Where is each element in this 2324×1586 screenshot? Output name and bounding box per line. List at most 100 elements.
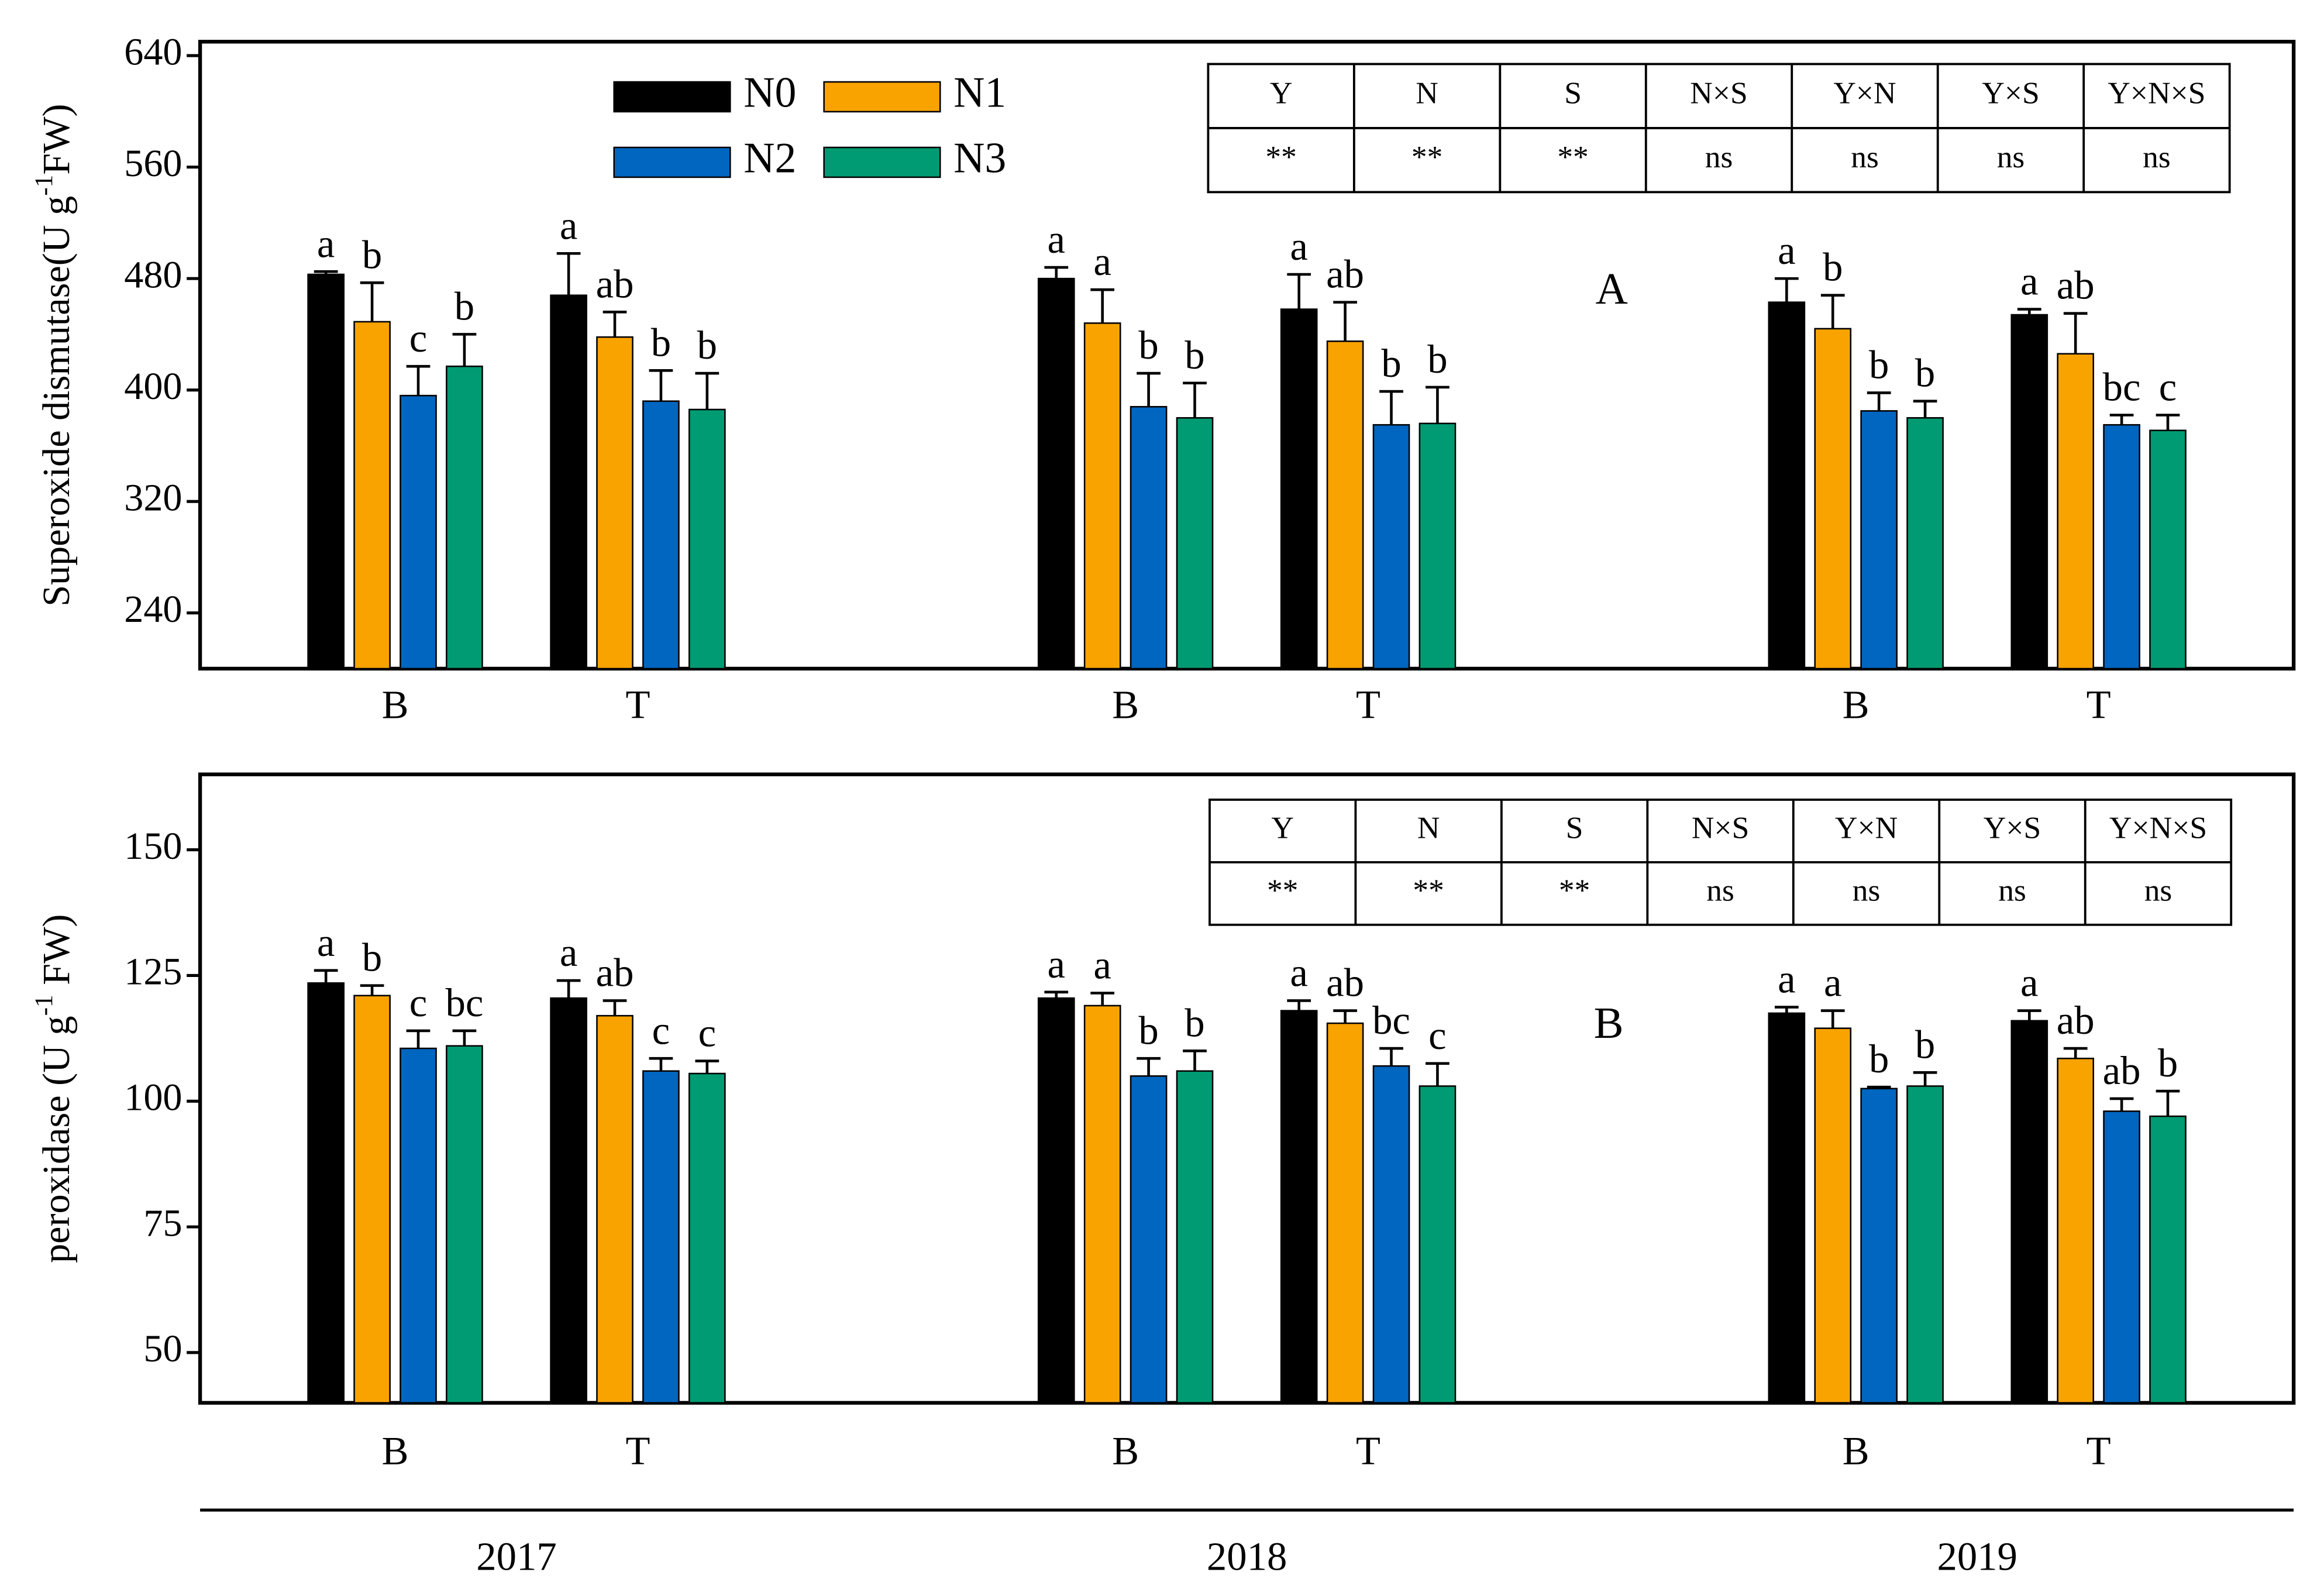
bar <box>1860 410 1898 670</box>
table-header: Y×N×S <box>2109 810 2207 845</box>
table-header: Y×N <box>1833 75 1896 110</box>
significance-letter: a <box>1290 224 1308 269</box>
significance-letter: b <box>1869 1037 1889 1081</box>
legend-label: N2 <box>743 133 796 181</box>
significance-letter: a <box>2020 259 2039 304</box>
significance-letter: a <box>1093 943 1111 988</box>
y-tick-label: 480 <box>124 253 182 296</box>
bar <box>353 321 391 670</box>
bar <box>1037 277 1075 670</box>
significance-letter: ab <box>2057 998 2095 1043</box>
table-cell: ** <box>1267 873 1298 908</box>
bar <box>1130 405 1168 670</box>
table-cell: ** <box>1559 873 1590 908</box>
significance-letter: a <box>2020 961 2039 1005</box>
significance-letter: c <box>698 1011 717 1055</box>
legend-label: N0 <box>743 68 796 116</box>
table-cell: ns <box>2144 873 2172 908</box>
significance-letter: ab <box>1326 961 1364 1005</box>
table-cell: ns <box>1997 139 2025 174</box>
significance-letter: ab <box>2057 263 2095 308</box>
bar <box>446 365 483 670</box>
table-header: Y×S <box>1984 810 2041 845</box>
x-tick-label: T <box>2087 1429 2111 1473</box>
table-cell: ns <box>1705 139 1733 174</box>
significance-letter: bc <box>445 981 483 1025</box>
legend-swatch <box>613 146 731 178</box>
panel-label: B <box>1594 998 1624 1048</box>
significance-letter: a <box>1048 217 1066 262</box>
significance-letter: a <box>317 920 335 965</box>
bar <box>1906 1085 1944 1404</box>
bar <box>307 982 345 1404</box>
table-header: S <box>1566 810 1583 845</box>
significance-letter: ab <box>596 950 634 995</box>
significance-letter: bc <box>2103 365 2141 410</box>
significance-letter: bc <box>1372 998 1410 1043</box>
bar <box>1326 340 1364 670</box>
bar <box>550 997 587 1404</box>
significance-letter: ab <box>596 262 634 306</box>
bar <box>596 1014 633 1404</box>
table-header: Y <box>1271 810 1294 845</box>
table-cell: ns <box>1851 139 1879 174</box>
significance-letter: b <box>2158 1041 2178 1085</box>
panel-label: A <box>1596 264 1628 314</box>
bar <box>2010 1020 2048 1404</box>
table-cell: ns <box>2143 139 2171 174</box>
x-tick-label: T <box>2087 682 2111 727</box>
x-tick-label: B <box>1843 1429 1869 1473</box>
y-axis-label-part: -1 <box>30 995 58 1016</box>
table-header: Y×N <box>1835 810 1898 845</box>
bar <box>1176 417 1214 670</box>
table-cell: ** <box>1557 139 1588 174</box>
bar <box>596 336 633 670</box>
bar <box>1280 1010 1318 1404</box>
table-cell: ** <box>1411 139 1442 174</box>
group-label: 2019 <box>1937 1534 2017 1578</box>
plot-frame <box>198 40 2296 671</box>
significance-letter: c <box>1428 1013 1447 1058</box>
group-label: 2017 <box>476 1534 556 1578</box>
significance-letter: a <box>317 221 335 266</box>
y-axis-label: peroxidase (U g-1 FW) <box>30 914 78 1264</box>
significance-letter: b <box>1185 333 1204 377</box>
bar <box>1768 1012 1806 1404</box>
significance-letter: c <box>409 316 428 360</box>
y-axis-label-part: Superoxide dismutase(U g <box>35 196 78 607</box>
significance-letter: b <box>1869 342 1889 387</box>
significance-letter: b <box>455 284 474 328</box>
legend-label: N1 <box>953 68 1006 116</box>
bar <box>1130 1075 1168 1404</box>
bar <box>642 1070 680 1404</box>
bar <box>550 294 587 670</box>
bar <box>2103 1110 2140 1404</box>
significance-letter: a <box>1778 228 1796 273</box>
group-label: 2018 <box>1207 1534 1287 1578</box>
significance-letter: b <box>362 232 382 277</box>
bar <box>2057 1057 2095 1404</box>
table-cell: ns <box>1998 873 2026 908</box>
y-axis-label-part: FW) <box>35 104 78 174</box>
bar <box>353 995 391 1404</box>
table-header: Y×S <box>1982 75 2039 110</box>
bar <box>1418 1085 1457 1404</box>
plot-frame <box>198 772 2296 1405</box>
significance-letter: a <box>1290 950 1308 995</box>
y-tick-label: 560 <box>124 142 182 185</box>
bar <box>1814 1027 1852 1404</box>
x-tick-label: T <box>625 682 650 727</box>
bar <box>642 400 680 670</box>
table-cell: ** <box>1413 873 1444 908</box>
table-header: S <box>1564 75 1582 110</box>
legend-swatch <box>823 81 941 113</box>
x-tick-label: B <box>1112 682 1139 727</box>
significance-letter: b <box>651 320 671 364</box>
significance-letter: c <box>652 1008 670 1052</box>
x-tick-label: B <box>1112 1429 1139 1473</box>
table-header: Y×N×S <box>2108 75 2205 110</box>
y-tick-label: 320 <box>124 476 182 519</box>
bar <box>1176 1070 1214 1404</box>
bar <box>1860 1088 1898 1404</box>
